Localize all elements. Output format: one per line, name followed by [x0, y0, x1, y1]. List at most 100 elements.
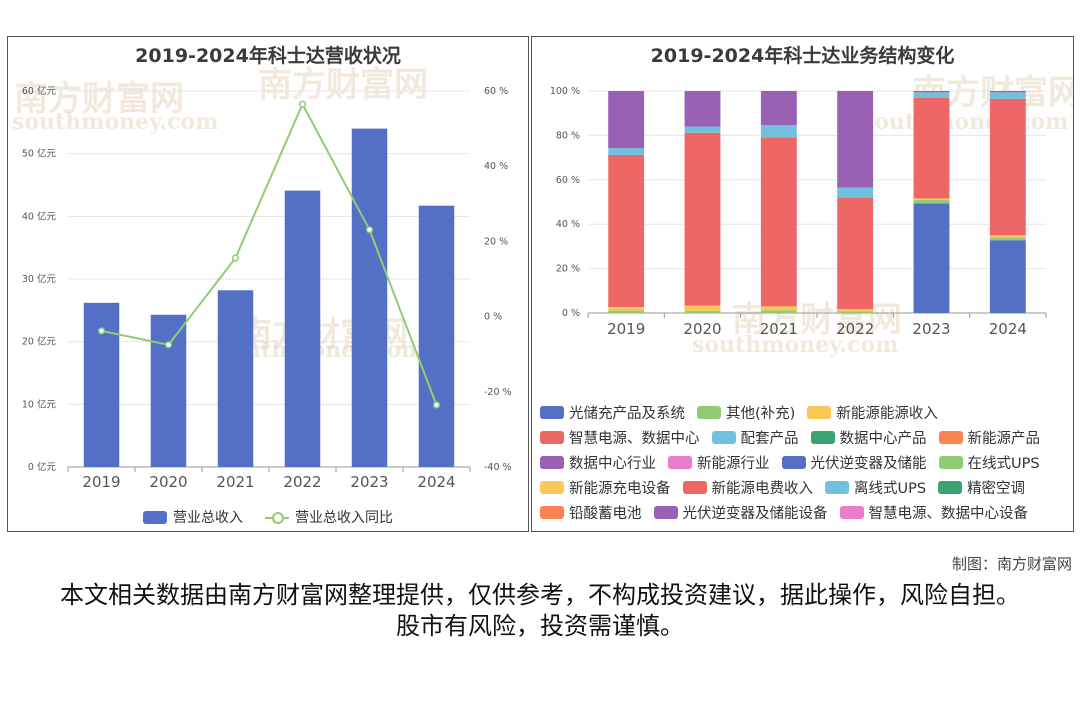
legend-item[interactable]: 光储充产品及系统 [540, 403, 685, 422]
y-tick-label: 80 % [556, 130, 580, 141]
stacked-bar-segment [608, 148, 645, 155]
legend-item[interactable]: 光伏逆变器及储能设备 [653, 503, 828, 522]
stacked-bar-segment [913, 91, 950, 93]
chart-title: 2019-2024年科士达业务结构变化 [650, 45, 955, 67]
legend-item-revenue[interactable]: 营业总收入 [143, 507, 243, 527]
legend-item[interactable]: 其他(补充) [697, 403, 795, 422]
stacked-bar-segment [608, 154, 645, 308]
legend-item[interactable]: 智慧电源、数据中心设备 [839, 503, 1028, 522]
stacked-bar-segment [837, 309, 874, 312]
stacked-bar-segment [608, 310, 645, 313]
stacked-bar-segment [913, 199, 950, 204]
legend-label: 智慧电源、数据中心 [569, 430, 700, 447]
stacked-bar-segment [760, 306, 797, 311]
legend-swatch [938, 480, 963, 494]
legend-swatch [143, 510, 167, 524]
stacked-bar-segment [760, 91, 797, 126]
y-left-tick-label: 60 亿元 [22, 85, 57, 97]
yoy-point [298, 100, 307, 108]
legend-label: 新能源充电设备 [569, 480, 671, 497]
legend-label: 光伏逆变器及储能设备 [682, 505, 828, 522]
legend-swatch [810, 430, 835, 444]
legend-item[interactable]: 数据中心产品 [810, 428, 927, 447]
x-tick-label: 2019 [607, 320, 645, 338]
revenue-bar [351, 128, 388, 467]
stacked-bar-segment [760, 310, 797, 313]
legend-swatch [697, 405, 721, 419]
x-tick-label: 2024 [989, 320, 1027, 338]
y-left-tick-label: 40 亿元 [22, 210, 57, 222]
y-tick-label: 100 % [550, 86, 580, 97]
stacked-bar-segment [989, 235, 1026, 238]
legend-item[interactable]: 新能源产品 [938, 428, 1040, 447]
y-right-tick-label: -20 % [484, 387, 512, 398]
y-right-tick-label: 0 % [484, 312, 502, 323]
yoy-point [365, 226, 374, 234]
yoy-point [97, 327, 106, 335]
legend-swatch [540, 505, 564, 519]
legend-item[interactable]: 配套产品 [711, 428, 799, 447]
business-structure-chart-panel: 南方财富网 southmoney.com 南方财富网 southmoney.co… [531, 36, 1074, 532]
revenue-bar [217, 290, 254, 467]
x-tick-label: 2019 [82, 473, 120, 491]
stacked-bar-segment [837, 91, 874, 188]
y-right-tick-label: 60 % [484, 86, 508, 97]
legend-item[interactable]: 新能源充电设备 [540, 478, 671, 497]
legend-label: 光储充产品及系统 [569, 405, 685, 422]
y-left-tick-label: 0 亿元 [28, 461, 57, 473]
legend-item[interactable]: 新能源能源收入 [807, 403, 938, 422]
legend-label: 配套产品 [740, 430, 799, 447]
legend-item[interactable]: 在线式UPS [938, 453, 1040, 472]
legend-swatch [807, 405, 832, 419]
legend-swatch [839, 505, 864, 519]
x-tick-label: 2021 [216, 473, 254, 491]
business-structure-chart-svg: 0 % 20 % 40 % 60 % 80 % 100 % 2019 2020 2021 2022… [550, 86, 1047, 338]
legend-label: 在线式UPS [967, 455, 1040, 472]
y-tick-label: 40 % [556, 219, 580, 230]
y-right-tick-label: 20 % [484, 236, 508, 247]
legend-swatch [653, 505, 678, 519]
yoy-point [432, 401, 441, 409]
yoy-line [101, 101, 438, 406]
revenue-bar [284, 190, 321, 467]
legend-swatch [540, 480, 564, 494]
legend-swatch [540, 455, 564, 469]
legend-label: 铅酸蓄电池 [569, 505, 642, 522]
legend-swatch [540, 405, 564, 419]
legend-item[interactable]: 铅酸蓄电池 [540, 503, 642, 522]
legend-item[interactable]: 光伏逆变器及储能 [781, 453, 927, 472]
revenue-bar [418, 205, 455, 467]
stacked-bar-segment [684, 91, 721, 127]
stacked-bar-segment [760, 125, 797, 138]
stacked-bar-segment [684, 305, 721, 311]
y-left-tick-label: 30 亿元 [22, 273, 57, 285]
stacked-bar-segment [989, 237, 1026, 241]
revenue-chart-svg: 0 亿元 10 亿元 20 亿元 30 亿元 40 亿元 50 亿元 60 亿元 -40 % -… [22, 85, 512, 491]
x-tick-label: 2024 [417, 473, 455, 491]
x-tick-label: 2022 [283, 473, 321, 491]
y-left-tick-label: 10 亿元 [22, 398, 57, 410]
yoy-point [164, 341, 173, 349]
legend-swatch [938, 455, 963, 469]
legend-item[interactable]: 智慧电源、数据中心 [540, 428, 700, 447]
legend-label: 新能源电费收入 [711, 480, 814, 497]
legend-item[interactable]: 新能源电费收入 [682, 478, 814, 497]
stacked-bar-segment [760, 137, 797, 307]
stacked-bar-segment [913, 203, 950, 313]
stacked-bar-segment [837, 197, 874, 310]
legend-item[interactable]: 新能源行业 [668, 453, 770, 472]
legend-item[interactable]: 数据中心行业 [540, 453, 656, 472]
x-tick-label: 2020 [683, 320, 721, 338]
legend-item[interactable]: 离线式UPS [825, 478, 926, 497]
stacked-bar-segment [684, 126, 721, 133]
legend-label: 新能源能源收入 [836, 405, 938, 422]
x-tick-label: 2020 [149, 473, 187, 491]
legend-label: 数据中心行业 [569, 455, 656, 472]
legend-label: 精密空调 [967, 480, 1026, 497]
legend-item[interactable]: 精密空调 [938, 478, 1026, 497]
legend-item-yoy[interactable]: 营业总收入同比 [265, 507, 393, 527]
legend-swatch [825, 480, 849, 494]
stacked-bar-segment [913, 198, 950, 200]
stacked-bar-segment [989, 240, 1026, 313]
y-left-tick-label: 20 亿元 [22, 336, 57, 348]
